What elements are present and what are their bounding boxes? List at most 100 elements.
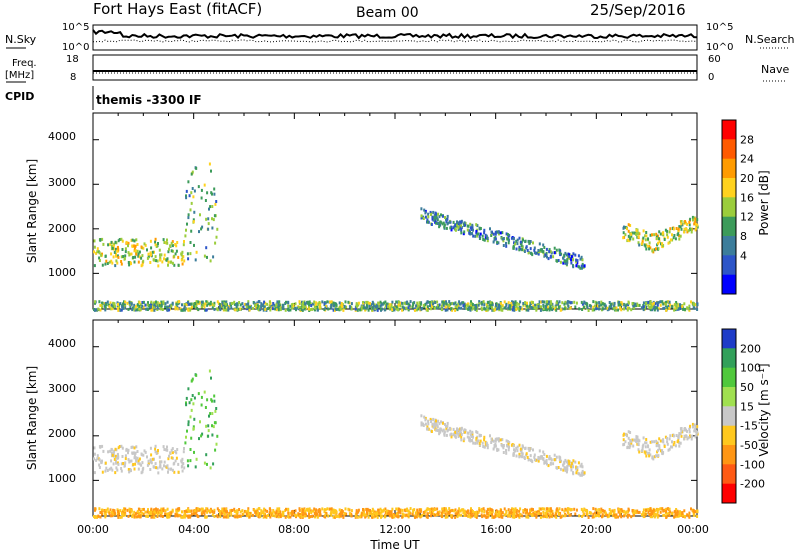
echo-cell <box>602 509 604 513</box>
echo-cell <box>583 471 586 475</box>
echo-cell <box>190 302 193 306</box>
echo-cell <box>129 512 132 516</box>
echo-cell <box>185 401 187 405</box>
echo-cell <box>581 258 584 262</box>
echo-cell <box>380 303 383 307</box>
colorbar-segment <box>722 445 736 465</box>
echo-cell <box>452 226 455 230</box>
echo-cell <box>138 250 141 254</box>
echo-cell <box>387 305 390 309</box>
echo-cell <box>635 233 638 236</box>
echo-cell <box>676 440 679 444</box>
echo-cell <box>554 307 556 311</box>
echo-cell <box>581 266 583 270</box>
echo-cell <box>324 301 327 305</box>
echo-cell <box>112 247 115 251</box>
echo-cell <box>632 306 635 310</box>
echo-cell <box>214 241 217 245</box>
echo-cell <box>491 301 493 305</box>
echo-cell <box>690 300 692 304</box>
echo-cell <box>490 437 493 441</box>
echo-cell <box>431 512 434 516</box>
echo-cell <box>535 306 538 310</box>
echo-cell <box>324 513 327 517</box>
echo-cell <box>522 302 525 305</box>
echo-cell <box>340 509 343 512</box>
echo-cell <box>236 510 239 514</box>
echo-cell <box>630 515 633 519</box>
echo-cell <box>696 432 699 436</box>
echo-cell <box>235 510 238 514</box>
echo-cell <box>289 308 292 312</box>
echo-cell <box>512 237 515 241</box>
echo-cell <box>156 466 159 470</box>
echo-cell <box>501 444 504 448</box>
echo-cell <box>527 458 530 462</box>
echo-cell <box>402 513 405 517</box>
echo-cell <box>409 300 412 304</box>
colorbar-segment <box>722 348 736 369</box>
echo-cell <box>224 509 227 513</box>
echo-cell <box>150 300 153 304</box>
echo-cell <box>608 305 611 309</box>
echo-cell <box>667 511 670 515</box>
echo-cell <box>562 463 565 467</box>
echo-cell <box>439 220 442 224</box>
echo-cell <box>176 514 179 518</box>
echo-cell <box>501 511 504 515</box>
echo-cell <box>670 445 672 449</box>
echo-cell <box>575 260 578 264</box>
echo-cell <box>481 441 484 445</box>
nave-tick-top: 60 <box>708 54 721 65</box>
echo-cell <box>609 302 612 306</box>
echo-cell <box>521 245 524 249</box>
echo-cell <box>444 423 446 426</box>
echo-cell <box>475 223 478 227</box>
echo-cell <box>502 244 505 247</box>
noise-left-tick-top: 10^5 <box>62 22 89 33</box>
xtick-2000: 20:00 <box>580 523 612 536</box>
echo-cell <box>608 307 611 311</box>
echo-cell <box>562 256 565 260</box>
echo-cell <box>513 510 516 514</box>
echo-cell <box>647 444 649 448</box>
echo-cell <box>669 434 672 438</box>
echo-cell <box>395 305 398 309</box>
echo-cell <box>555 512 558 516</box>
echo-cell <box>134 512 137 516</box>
echo-cell <box>445 300 447 304</box>
echo-cell <box>430 420 432 423</box>
echo-cell <box>446 424 449 428</box>
echo-cell <box>484 236 487 240</box>
echo-cell <box>147 301 149 305</box>
echo-cell <box>649 508 652 512</box>
echo-cell <box>426 512 429 516</box>
echo-cell <box>401 512 404 516</box>
echo-cell <box>671 305 674 309</box>
echo-cell <box>213 187 216 191</box>
echo-cell <box>654 305 657 309</box>
echo-cell <box>450 514 453 518</box>
echo-cell <box>489 301 492 304</box>
echo-cell <box>464 513 467 517</box>
echo-cell <box>123 464 126 467</box>
echo-cell <box>627 445 630 449</box>
echo-cell <box>414 308 416 312</box>
echo-cell <box>536 303 539 307</box>
echo-cell <box>137 461 140 465</box>
echo-cell <box>649 440 652 444</box>
echo-cell <box>212 255 215 259</box>
echo-cell <box>198 437 200 441</box>
echo-cell <box>690 227 693 231</box>
echo-cell <box>645 441 648 445</box>
echo-cell <box>627 301 630 305</box>
echo-cell <box>247 509 250 513</box>
echo-cell <box>547 509 550 512</box>
echo-cell <box>234 308 237 312</box>
echo-cell <box>645 234 648 238</box>
echo-cell <box>350 512 353 516</box>
echo-cell <box>637 448 640 452</box>
echo-cell <box>664 228 667 232</box>
echo-cell <box>492 439 495 443</box>
echo-cell <box>248 308 251 312</box>
